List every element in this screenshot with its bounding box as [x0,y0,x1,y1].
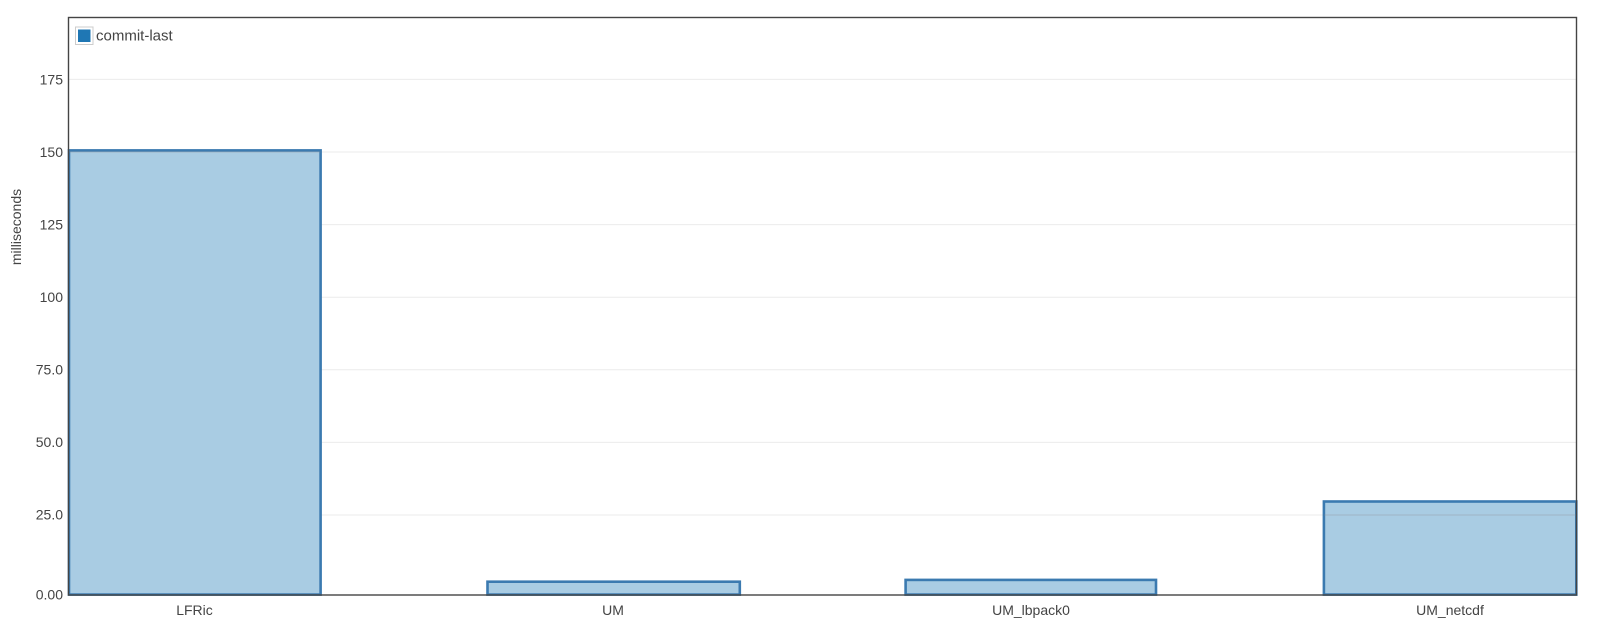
svg-text:175: 175 [40,72,64,88]
svg-text:0.00: 0.00 [36,587,63,603]
svg-text:50.0: 50.0 [36,434,63,450]
svg-text:UM_netcdf: UM_netcdf [1416,602,1484,618]
svg-text:150: 150 [40,144,64,160]
svg-text:100: 100 [40,289,64,305]
svg-text:milliseconds: milliseconds [8,189,24,265]
svg-text:UM: UM [602,602,624,618]
svg-text:LFRic: LFRic [176,602,213,618]
svg-text:commit-last: commit-last [96,28,174,45]
svg-text:25.0: 25.0 [36,507,63,523]
svg-text:125: 125 [40,217,64,233]
svg-text:UM_lbpack0: UM_lbpack0 [992,602,1070,618]
svg-text:75.0: 75.0 [36,362,63,378]
